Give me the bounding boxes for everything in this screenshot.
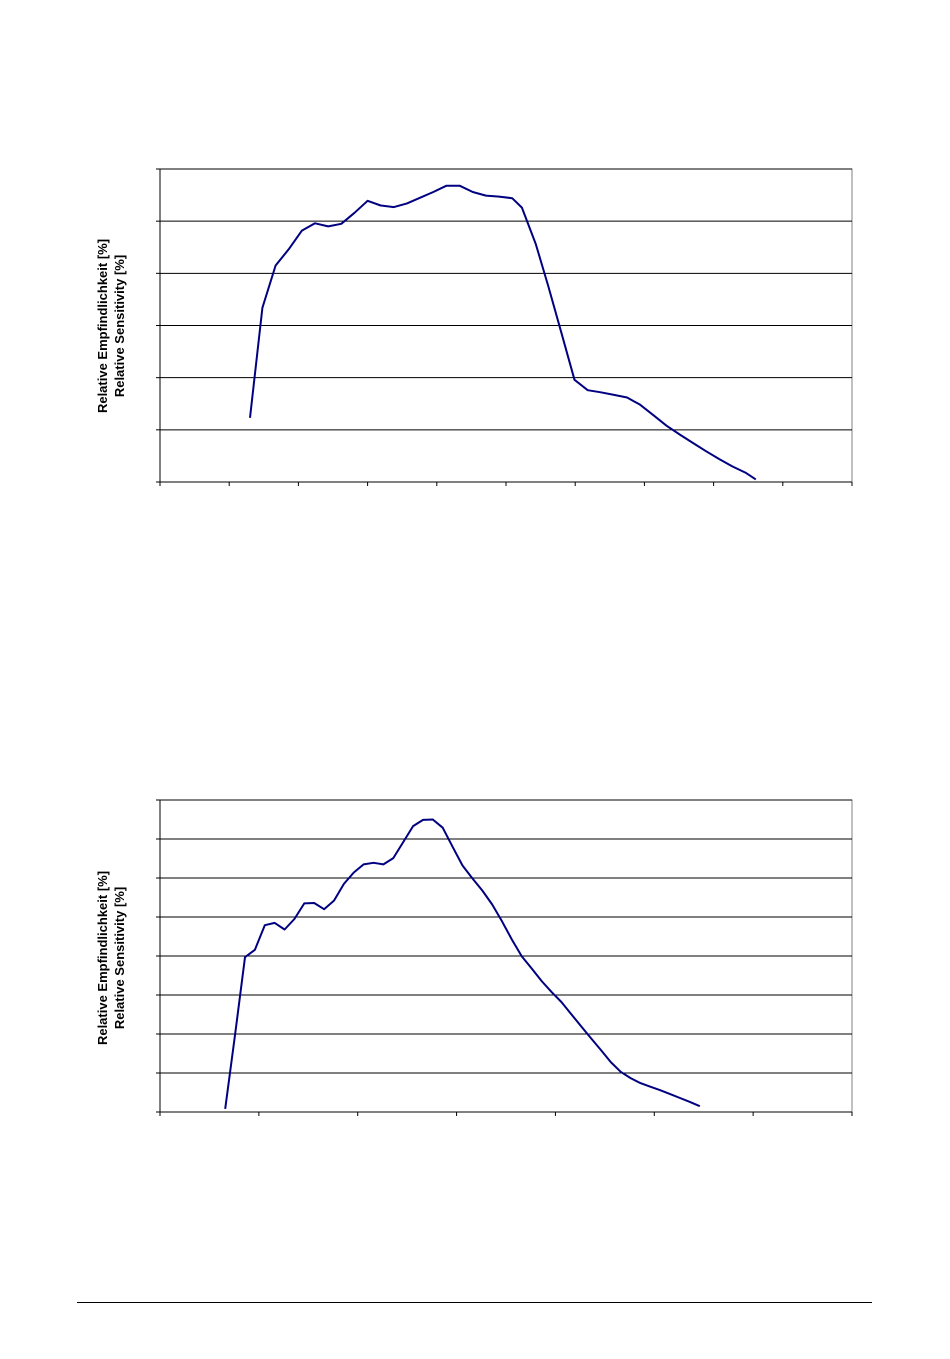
chart-1-plot: [156, 168, 853, 486]
footer-divider: [77, 1302, 872, 1303]
chart-2-series-line: [224, 818, 701, 1110]
chart-1-series-line: [249, 184, 757, 481]
sensitivity-chart-1: Relative Empfindlichkeit [%] Relative Se…: [95, 168, 853, 486]
